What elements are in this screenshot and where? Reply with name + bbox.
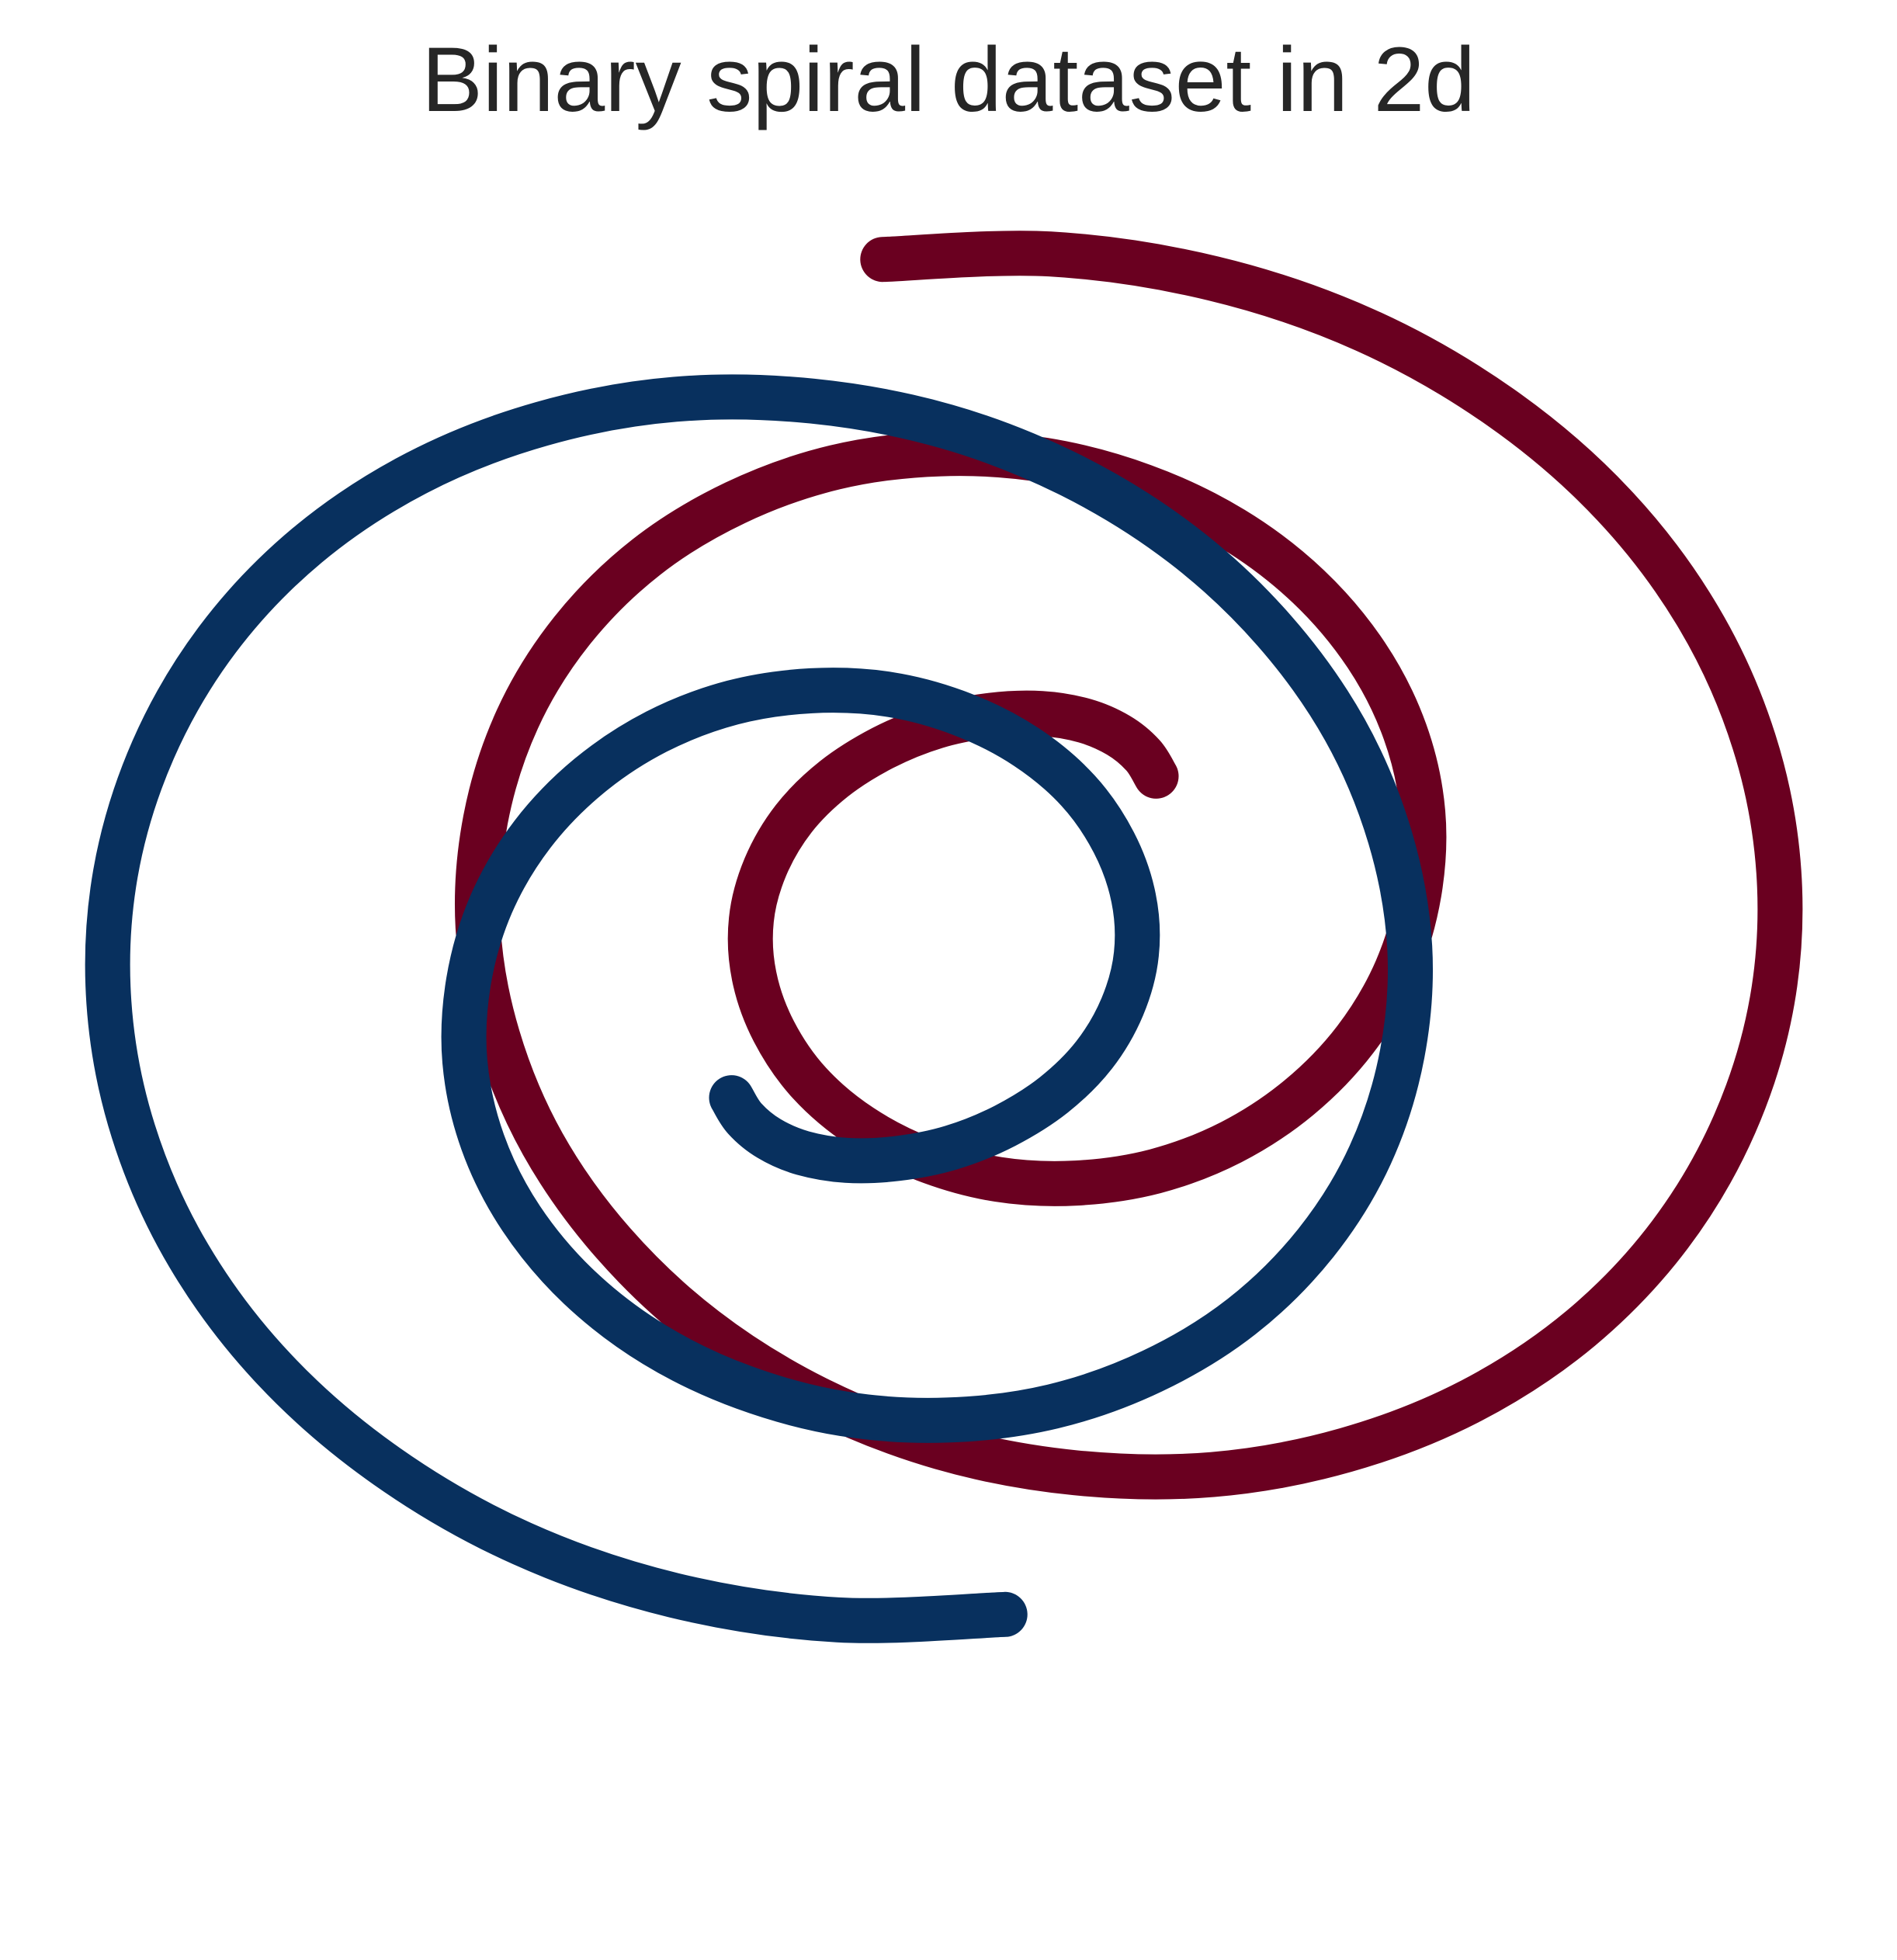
spiral-series-2-line bbox=[85, 374, 1433, 1643]
spiral-series-1-line bbox=[455, 231, 1803, 1500]
series-layer bbox=[85, 231, 1803, 1643]
chart-title: Binary spiral dataset in 2d bbox=[421, 29, 1476, 131]
